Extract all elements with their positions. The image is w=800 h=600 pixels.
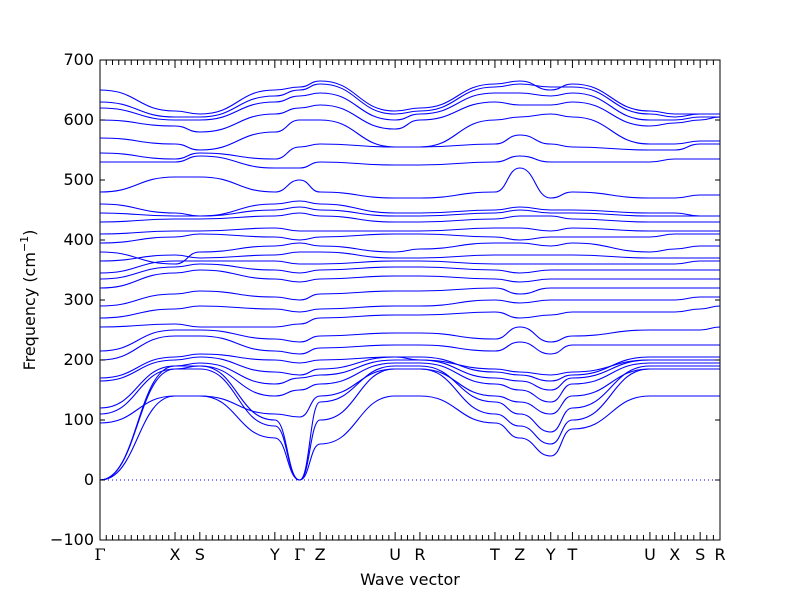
band-line-30 [99, 113, 720, 151]
x-axis-label: Wave vector [360, 570, 460, 589]
y-tick-label: 200 [63, 350, 94, 369]
y-axis: −100 0 100 200 300 400 500 600 700 [50, 50, 720, 549]
x-tick-label: U [644, 545, 656, 564]
band-line-29 [99, 134, 720, 160]
band-line-23 [99, 227, 720, 235]
y-tick-label: 300 [63, 290, 94, 309]
y-tick-label: 500 [63, 170, 94, 189]
band-line-25 [99, 206, 720, 217]
y-axis-label-exponent: −1 [18, 236, 31, 252]
band-curves [99, 80, 721, 481]
band-line-24 [99, 212, 720, 223]
x-tick-label: Γ [294, 545, 305, 564]
y-axis-label-text: Frequency (cm [20, 252, 39, 370]
x-tick-label: U [389, 545, 401, 564]
band-line-33 [99, 83, 720, 118]
band-line-8 [99, 362, 720, 415]
band-line-21 [99, 242, 720, 265]
x-tick-label: X [170, 545, 181, 564]
band-line-4 [299, 395, 720, 481]
y-tick-label: 600 [63, 110, 94, 129]
y-tick-label: 700 [63, 50, 94, 69]
x-tick-label: Z [514, 545, 525, 564]
x-tick-label: Y [545, 545, 556, 564]
x-tick-label: T [567, 545, 578, 564]
band-line-28 [100, 155, 720, 169]
band-line-17 [99, 269, 720, 289]
y-axis-label: Frequency (cm−1) [18, 230, 39, 371]
band-line-11 [99, 353, 720, 379]
x-tick-label: R [414, 545, 425, 564]
x-tick-label: S [195, 545, 205, 564]
x-tick-label: S [695, 545, 705, 564]
band-line-22 [99, 233, 720, 244]
x-tick-label: Z [315, 545, 326, 564]
x-tick-label: R [714, 545, 725, 564]
band-line-14 [99, 305, 721, 328]
y-axis-label-close: ) [20, 230, 39, 236]
x-tick-label: Y [269, 545, 280, 564]
x-tick-label: Γ [94, 545, 105, 564]
band-line-7 [99, 368, 720, 424]
y-tick-label: 0 [84, 470, 94, 489]
band-line-27 [99, 167, 720, 199]
band-line-10 [99, 356, 720, 382]
x-tick-label: X [669, 545, 680, 564]
band-line-16 [99, 287, 720, 307]
band-line-32 [99, 92, 720, 121]
band-line-19 [99, 260, 720, 274]
band-line-15 [99, 296, 720, 319]
y-tick-label: 100 [63, 410, 94, 429]
band-line-20 [99, 251, 720, 262]
band-line-13 [99, 326, 721, 352]
y-tick-label: 400 [63, 230, 94, 249]
band-line-31 [99, 101, 721, 133]
band-line-18 [99, 263, 720, 280]
band-line-12 [99, 335, 720, 361]
band-line-26 [99, 200, 720, 217]
x-tick-label: T [489, 545, 500, 564]
band-line-34 [99, 80, 720, 115]
y-tick-label: −100 [50, 530, 94, 549]
